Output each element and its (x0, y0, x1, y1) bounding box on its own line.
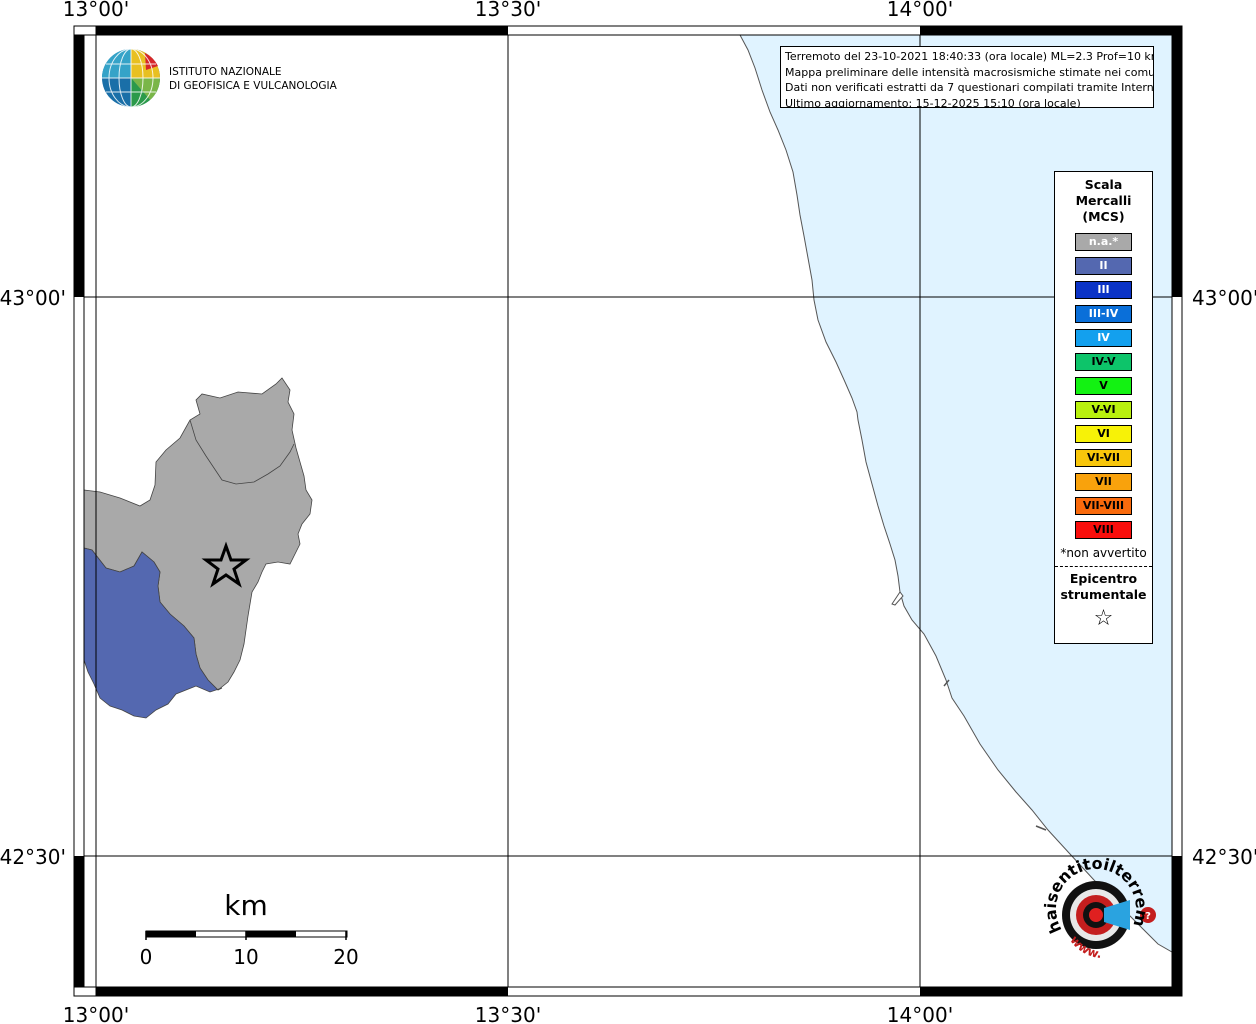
right-axis-label: 43°00' (1192, 286, 1256, 310)
scale-bar-tick: 0 (140, 945, 153, 969)
mcs-legend: Scala Mercalli (MCS) n.a.* II III III-IV IV I… (1054, 171, 1153, 644)
legend-epicenter-line: strumentale (1060, 587, 1147, 602)
legend-swatch: III-IV (1075, 305, 1132, 323)
legend-swatch: VI (1075, 425, 1132, 443)
legend-swatch: VIII (1075, 521, 1132, 539)
bottom-axis-label: 13°00' (63, 1003, 129, 1024)
epicenter-star-icon (201, 541, 251, 588)
legend-note: *non avvertito (1060, 546, 1147, 560)
scale-bar-tick: 20 (333, 945, 358, 969)
megaphone-target-icon: ? (1062, 881, 1156, 949)
scale-bar-tick: 10 (233, 945, 258, 969)
left-axis-label: 42°30' (0, 845, 66, 869)
bottom-axis-label: 14°00' (887, 1003, 953, 1024)
top-axis-label: 13°00' (63, 0, 129, 21)
event-info-line: Mappa preliminare delle intensità macros… (785, 65, 1154, 79)
legend-swatch: V-VI (1075, 401, 1132, 419)
graticule (84, 35, 1172, 987)
ingv-name-line2: DI GEOFISICA E VULCANOLOGIA (169, 80, 338, 92)
top-axis-label: 14°00' (887, 0, 953, 21)
left-axis-label: 43°00' (0, 286, 66, 310)
legend-swatch: VI-VII (1075, 449, 1132, 467)
star-outline-icon: ☆ (1093, 606, 1114, 631)
bottom-axis-label: 13°30' (475, 1003, 541, 1024)
ingv-name-line1: ISTITUTO NAZIONALE (169, 66, 282, 78)
legend-title-line: (MCS) (1082, 209, 1125, 224)
municipality-boundary (189, 419, 295, 485)
legend-swatch: V (1075, 377, 1132, 395)
legend-title: Scala Mercalli (MCS) (1055, 177, 1152, 225)
legend-epicenter-line: Epicentro (1069, 571, 1138, 586)
event-info-box: Terremoto del 23-10-2021 18:40:33 (ora l… (780, 46, 1154, 108)
legend-swatch: VII-VIII (1075, 497, 1132, 515)
legend-swatch: IV (1075, 329, 1132, 347)
municipality-intensity-ii (83, 547, 223, 719)
legend-swatch: III (1075, 281, 1132, 299)
legend-swatch: VII (1075, 473, 1132, 491)
event-info-line: Terremoto del 23-10-2021 18:40:33 (ora l… (785, 50, 1154, 63)
legend-items: n.a.* II III III-IV IV IV-V V V-VI VI VI-VII VII VI… (1055, 233, 1152, 539)
legend-title-line: Mercalli (1075, 193, 1132, 208)
legend-epicenter-title: Epicentro strumentale (1055, 571, 1152, 603)
event-info-line: Dati non verificati estratti da 7 questi… (785, 81, 1154, 94)
legend-swatch: IV-V (1075, 353, 1132, 371)
ingv-globe-icon (102, 48, 161, 108)
scale-bar (145, 930, 348, 940)
legend-swatch: n.a.* (1075, 233, 1132, 251)
svg-text:?: ? (1145, 911, 1151, 922)
map-frame (73, 25, 1183, 997)
event-info-line: Ultimo aggiornamento: 15-12-2025 15:10 (… (785, 96, 1081, 108)
top-axis-label: 13°30' (475, 0, 541, 21)
right-axis-label: 42°30' (1192, 845, 1256, 869)
coast-detail (891, 591, 904, 606)
scale-bar-unit: km (224, 889, 268, 922)
coast-detail (1035, 825, 1047, 831)
legend-title-line: Scala (1084, 177, 1123, 192)
legend-swatch: II (1075, 257, 1132, 275)
coast-detail (943, 679, 950, 687)
legend-divider (1055, 566, 1152, 567)
